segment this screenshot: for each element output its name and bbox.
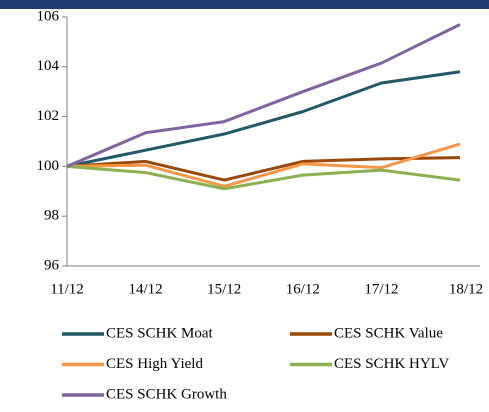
legend-label: CES SCHK HYLV [334,356,449,372]
series-line [66,164,461,191]
series-line [66,23,461,168]
series-line [66,156,461,182]
y-tick-label: 104 [37,58,60,74]
series-line [66,70,461,168]
series-line [66,142,461,188]
legend-label: CES SCHK Moat [106,325,214,341]
y-tick-label: 100 [37,158,60,174]
y-tick-label: 98 [44,208,59,224]
y-tick-label: 106 [37,8,60,24]
x-tick-label: 17/12 [364,281,398,297]
y-tick-label: 96 [44,257,60,273]
x-tick-label: 18/12 [449,281,483,297]
legend-label: CES SCHK Value [334,325,443,341]
y-tick-label: 102 [37,108,60,124]
legend-label: CES SCHK Growth [106,386,227,402]
legend-label: CES High Yield [106,356,203,372]
x-tick-label: 11/12 [50,281,84,297]
x-tick-label: 16/12 [286,281,320,297]
header-bar [0,0,489,9]
x-tick-label: 14/12 [129,281,163,297]
x-tick-label: 15/12 [207,281,241,297]
